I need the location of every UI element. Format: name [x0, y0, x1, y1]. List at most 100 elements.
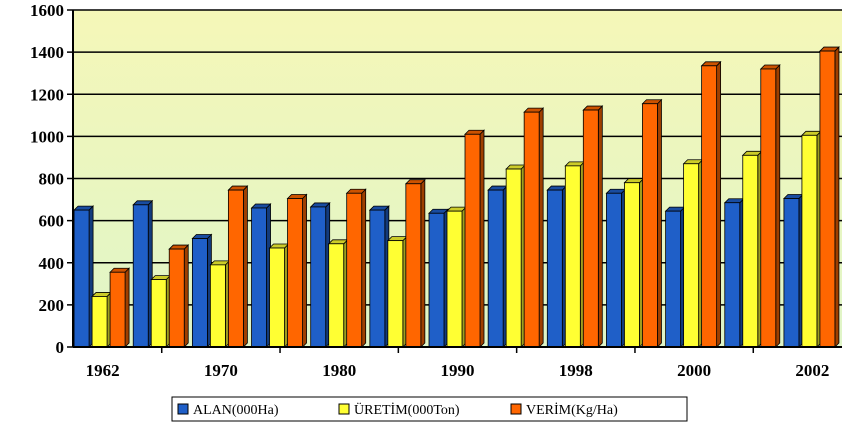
bar [464, 129, 485, 348]
bar-front [150, 279, 167, 348]
bar-top [191, 234, 213, 239]
bar-front [783, 198, 800, 348]
bar-front [801, 134, 818, 348]
bar-front [191, 238, 208, 348]
bar [759, 64, 781, 348]
bar-top [404, 179, 426, 185]
bar-side [716, 60, 722, 348]
x-tick-label: 2002 [795, 361, 829, 380]
bar [446, 206, 467, 348]
bar [73, 205, 95, 348]
y-tick-label: 800 [39, 170, 65, 189]
bar [109, 267, 131, 348]
bar-top [582, 105, 604, 111]
bar [564, 160, 586, 348]
legend-label: ÜRETİM(000Ton) [354, 401, 460, 418]
bar-top [723, 198, 745, 204]
bar [150, 274, 172, 348]
bar-front [251, 207, 267, 348]
bar [250, 203, 272, 348]
bar-front [523, 111, 540, 348]
bar [641, 98, 663, 348]
bar-front [606, 192, 622, 348]
bar [227, 185, 249, 348]
bar-front [168, 248, 185, 348]
bar [345, 188, 367, 348]
bar [209, 259, 231, 348]
bar [505, 164, 527, 348]
y-tick-label: 0 [56, 338, 65, 357]
bar-front [328, 243, 345, 348]
bar-top [605, 188, 627, 194]
bar-top [623, 178, 645, 184]
bar [682, 158, 704, 348]
bar-front [701, 65, 718, 348]
bar-front [505, 168, 522, 348]
bar-front [91, 296, 108, 348]
bar-top [168, 244, 190, 250]
bar-front [387, 240, 404, 348]
bar [327, 238, 349, 348]
bar-front [582, 109, 599, 348]
bar-side [597, 105, 603, 348]
bar-front [287, 198, 303, 348]
bar-top [741, 150, 763, 156]
bar [523, 107, 545, 348]
bar-side [775, 64, 781, 348]
bar-top [782, 194, 804, 199]
legend-swatch [338, 403, 350, 415]
bar-front [269, 247, 285, 348]
bar [91, 291, 113, 348]
bar-top [227, 185, 249, 191]
y-tick-label: 1200 [30, 85, 64, 104]
legend-swatch [510, 403, 522, 415]
bar [487, 185, 509, 348]
bar-top [564, 161, 586, 167]
bar-side [361, 188, 367, 348]
bar-top [209, 260, 231, 266]
bar-front [564, 165, 581, 348]
bar [664, 206, 686, 348]
bar [132, 199, 154, 348]
bar-front [546, 189, 563, 348]
legend-label: VERİM(Kg/Ha) [526, 402, 618, 418]
bar-front [73, 209, 90, 348]
legend-label: ALAN(000Ha) [193, 403, 279, 418]
bar-top [446, 206, 467, 212]
x-tick-label: 1990 [441, 361, 475, 380]
bar-side [242, 185, 248, 348]
bar [782, 193, 804, 348]
bar [368, 205, 390, 348]
legend [171, 396, 688, 422]
bar-top [759, 64, 781, 70]
bar-front [760, 68, 777, 348]
bar [286, 193, 308, 348]
bar-front [724, 202, 741, 348]
bar [428, 208, 449, 348]
bar-side [420, 178, 426, 348]
bar-top [327, 239, 349, 245]
bar-top [487, 185, 509, 191]
y-tick-label: 400 [39, 254, 65, 273]
bar-top [250, 203, 272, 209]
bar-side [302, 193, 307, 348]
bar [623, 177, 645, 348]
bar-side [124, 267, 130, 348]
x-tick-label: 1998 [559, 361, 593, 380]
y-tick-label: 200 [39, 296, 65, 315]
x-tick-label: 1980 [322, 361, 356, 380]
bar-side [183, 244, 189, 348]
bar-top [150, 275, 172, 281]
bar-front [683, 163, 700, 348]
y-tick-label: 1400 [30, 43, 64, 62]
bar [582, 105, 604, 348]
bar [818, 46, 840, 348]
bar-top [700, 61, 722, 67]
bar-front [487, 189, 504, 348]
bar-top [682, 159, 704, 165]
bar-front [624, 182, 640, 348]
bar-front [665, 210, 682, 348]
y-tick-label: 1600 [30, 1, 64, 20]
